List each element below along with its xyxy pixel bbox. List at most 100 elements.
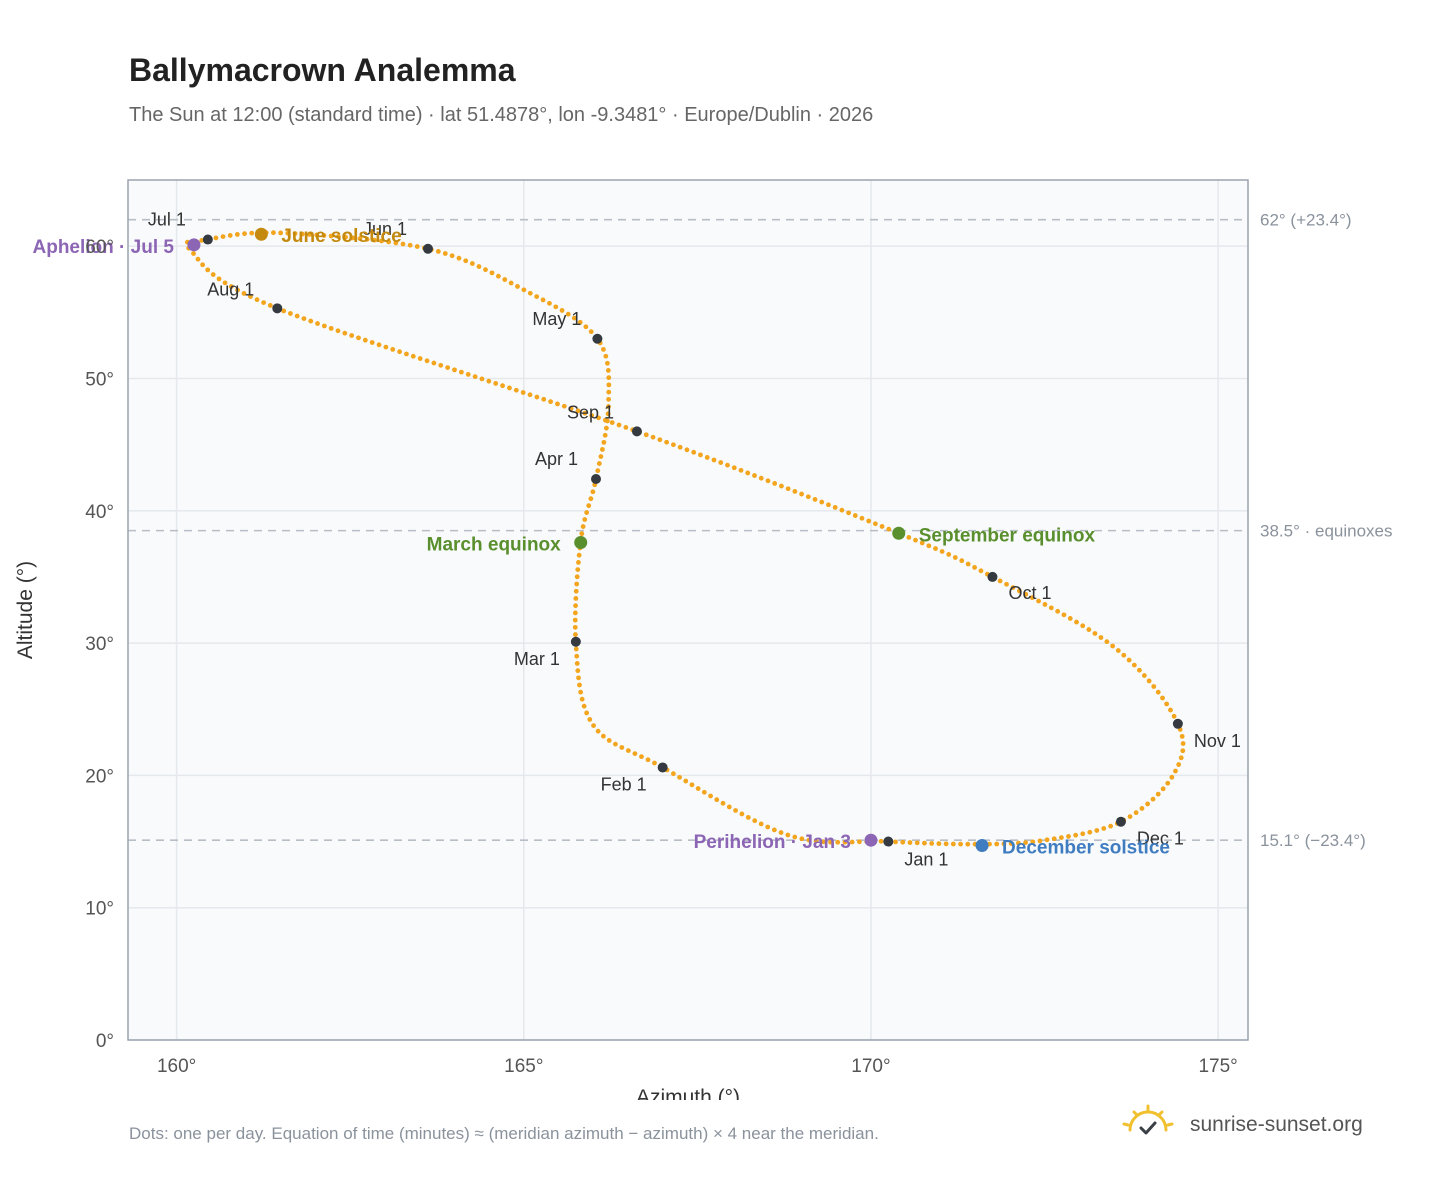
daily-sun-dot (431, 360, 437, 366)
daily-sun-dot (595, 468, 601, 474)
daily-sun-dot (650, 434, 656, 440)
footnote: Dots: one per day. Equation of time (min… (129, 1124, 879, 1143)
daily-sun-dot (758, 821, 764, 827)
daily-sun-dot (571, 315, 577, 321)
daily-sun-dot (785, 486, 791, 492)
daily-sun-dot (590, 489, 596, 495)
daily-sun-dot (603, 353, 609, 359)
month-marker-dot (631, 426, 642, 437)
daily-sun-dot (379, 238, 384, 244)
daily-sun-dot (222, 280, 228, 286)
daily-sun-dot (603, 425, 609, 431)
daily-sun-dot (1073, 832, 1079, 838)
daily-sun-dot (1165, 780, 1171, 786)
daily-sun-dot (1137, 667, 1142, 673)
daily-sun-dot (670, 442, 676, 448)
daily-sun-dot (1029, 595, 1035, 601)
daily-sun-dot (241, 291, 247, 296)
daily-sun-dot (842, 839, 848, 845)
month-marker-dot (592, 333, 603, 344)
month-marker-label: Aug 1 (207, 279, 254, 299)
daily-sun-dot (1044, 837, 1050, 843)
daily-sun-dot (643, 432, 649, 438)
daily-sun-dot (726, 804, 732, 810)
event-marker-label: Perihelion · Jan 3 (694, 832, 851, 853)
daily-sun-dot (1108, 823, 1114, 829)
daily-sun-dot (308, 318, 314, 324)
daily-sun-dot (733, 808, 738, 813)
daily-sun-dot (534, 394, 540, 400)
daily-sun-dot (584, 710, 590, 716)
y-axis-label: Altitude (°) (14, 561, 37, 659)
daily-sun-dot (520, 390, 526, 395)
month-marker-dot (657, 762, 668, 773)
event-marker-label: Aphelion · Jul 5 (33, 237, 175, 258)
analemma-chart: 62° (+23.4°) 38.5° · equinoxes 15.1° (−23.… (14, 179, 1393, 1100)
daily-sun-dot (601, 733, 606, 739)
daily-sun-dot (601, 439, 607, 445)
daily-sun-dot (575, 668, 581, 674)
event-marker-dot (864, 833, 878, 847)
daily-sun-dot (792, 834, 798, 840)
daily-sun-dot (1037, 838, 1043, 844)
daily-sun-dot (805, 494, 811, 500)
daily-sun-dot (328, 325, 334, 331)
daily-sun-dot (581, 703, 587, 709)
daily-sun-dot (573, 596, 579, 601)
daily-sun-dot (584, 510, 590, 515)
daily-sun-dot (575, 567, 581, 572)
daily-sun-dot (1016, 588, 1022, 594)
daily-sun-dot (383, 344, 389, 350)
daily-sun-dot (586, 503, 592, 509)
daily-sun-dot (299, 231, 305, 237)
daily-sun-dot (435, 249, 441, 254)
daily-sun-dot (972, 564, 977, 570)
daily-sun-dot (235, 287, 240, 293)
month-marker-label: Mar 1 (514, 649, 560, 669)
daily-sun-dot (442, 251, 448, 256)
brand-name[interactable]: sunrise-sunset.org (1190, 1113, 1363, 1136)
daily-sun-dot (623, 424, 629, 430)
daily-sun-dot (1155, 689, 1161, 695)
daily-sun-dot (785, 832, 791, 838)
daily-sun-dot (582, 410, 588, 416)
daily-sun-dot (301, 316, 307, 321)
daily-sun-dot (548, 399, 554, 405)
month-marker-dot (570, 636, 581, 647)
daily-sun-dot (819, 499, 825, 505)
daily-sun-dot (386, 239, 392, 245)
daily-sun-dot (493, 381, 499, 386)
daily-sun-dot (559, 308, 565, 313)
month-marker-label: Sep 1 (567, 402, 614, 422)
daily-sun-dot (1176, 762, 1182, 767)
daily-sun-dot (1141, 673, 1147, 678)
daily-sun-dot (645, 757, 651, 763)
daily-sun-dot (701, 789, 707, 795)
daily-sun-dot (605, 360, 610, 366)
chart-title: Ballymacrown Analemma (129, 52, 516, 88)
daily-sun-dot (886, 526, 892, 532)
daily-sun-dot (691, 449, 697, 455)
daily-sun-dot (839, 507, 845, 513)
daily-sun-dot (438, 362, 444, 368)
daily-sun-dot (913, 537, 918, 543)
daily-sun-dot (758, 475, 764, 481)
daily-sun-dot (779, 483, 784, 489)
daily-sun-dot (1160, 786, 1166, 792)
daily-sun-dot (574, 581, 580, 587)
daily-sun-dot (596, 461, 602, 466)
y-tick-label: 0° (96, 1031, 114, 1052)
daily-sun-dot (1164, 701, 1170, 707)
daily-sun-dot (541, 396, 547, 402)
daily-sun-dot (1055, 608, 1061, 614)
x-tick-label: 165° (504, 1056, 543, 1077)
daily-sun-dot (683, 778, 689, 784)
daily-sun-dot (527, 290, 533, 296)
brand[interactable]: sunrise-sunset.org (1118, 1104, 1398, 1148)
daily-sun-dot (698, 452, 703, 458)
daily-sun-dot (745, 470, 751, 476)
daily-sun-dot (849, 839, 855, 845)
daily-sun-dot (670, 771, 676, 777)
daily-sun-dot (943, 841, 949, 847)
daily-sun-dot (714, 797, 720, 803)
